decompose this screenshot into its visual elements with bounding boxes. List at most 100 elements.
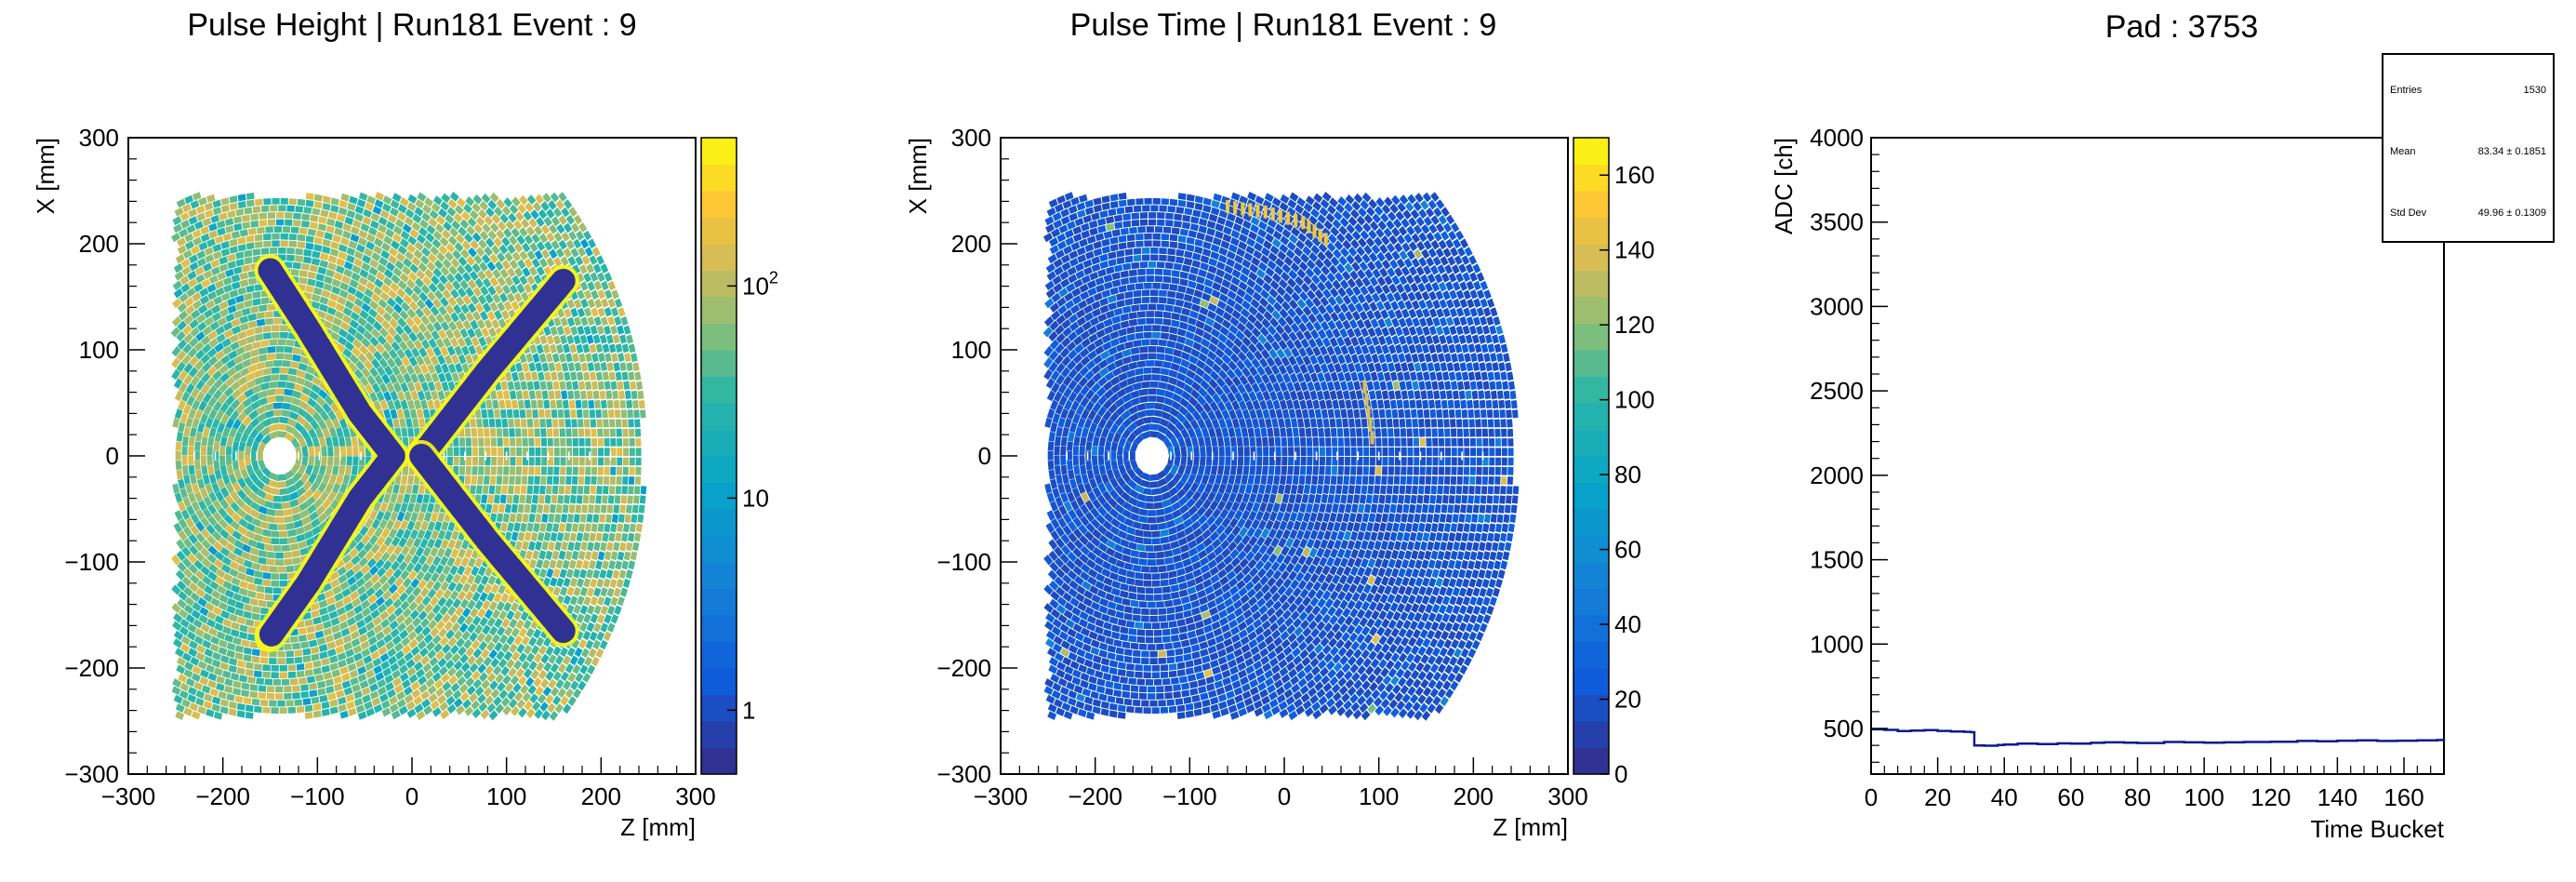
pad-cell [570,680,579,691]
pad-cell [524,700,533,711]
pad-cell [1111,322,1122,331]
pad-cell [528,447,535,456]
pad-cell [272,495,282,502]
pad-cell [1059,347,1070,358]
pad-cell [249,690,259,699]
pad-cell [440,346,449,357]
pad-cell [212,606,222,616]
pad-cell [367,343,378,354]
pad-cell [192,229,202,239]
pad-cell [617,438,623,447]
pad-cell [1095,572,1106,583]
pad-cell [471,262,482,274]
pad-cell [439,555,449,567]
pad-cell [304,712,313,719]
pad-cell [439,702,449,712]
pad-cell [513,485,521,495]
pad-cell [1205,446,1213,456]
pad-cell [206,664,216,674]
pad-cell [621,560,629,570]
pad-cell [546,208,555,220]
pad-cell [1275,456,1281,466]
pad-cell [432,298,443,309]
pad-cell [349,547,359,559]
pad-cell [1068,379,1078,391]
pad-cell [236,710,246,718]
pad-cell [271,573,280,581]
pad-cell [297,241,306,248]
pad-cell [335,645,345,655]
pad-cell [588,399,595,409]
pad-cell [269,566,277,573]
pad-cell [471,202,482,213]
pad-cell [471,566,480,577]
pad-cell [479,200,489,211]
pad-cell [244,249,253,258]
pad-cell [352,338,363,350]
pad-cell [621,343,630,354]
pad-cell [416,493,424,504]
pad-cell [628,476,635,485]
pad-cell [561,207,570,218]
pad-cell [1172,355,1182,365]
pad-cell [415,632,425,643]
pad-cell [1085,522,1095,534]
pad-cell [445,659,455,670]
pad-cell [1097,313,1108,323]
pad-cell [1162,499,1172,508]
pad-cell [184,194,193,205]
pad-cell [1060,533,1070,545]
pad-cell [1147,559,1156,566]
beam-hole [270,446,289,466]
pad-cell [175,569,186,581]
pad-cell [1192,528,1203,539]
pad-cell [353,652,364,662]
pad-cell [255,421,265,433]
pad-cell [412,617,422,628]
y-tick-label: 0 [106,442,119,470]
pad-cell [317,419,327,431]
pad-cell [1087,350,1097,361]
pad-cell [575,672,584,683]
pad-cell [566,647,576,658]
pad-cell [235,251,245,260]
pad-cell [1198,386,1208,398]
pad-cell [538,258,548,268]
pad-cell [347,286,357,296]
pad-cell [228,664,237,674]
pad-cell [513,381,522,391]
pad-cell [634,476,642,485]
pad-cell [1176,568,1186,577]
pad-cell [363,329,373,341]
pad-cell [348,623,358,634]
pad-cell [285,339,295,347]
pad-cell [385,640,395,651]
pad-cell [379,209,390,220]
pad-cell [1115,405,1126,416]
pad-cell [580,238,590,249]
pad-cell [1228,541,1238,553]
pad-cell [522,691,532,702]
pad-cell [472,310,482,322]
pad-cell [339,199,348,208]
pad-cell [1100,350,1110,360]
pad-cell [590,595,599,607]
pad-cell [285,565,295,573]
pad-cell [188,278,198,288]
pad-cell [239,229,248,237]
pad-cell [388,655,398,666]
pad-cell [1170,435,1179,448]
pad-cell [1136,317,1146,326]
pad-cell [469,582,479,594]
pad-cell [493,696,502,707]
pad-cell [496,229,505,240]
pad-cell [259,212,268,220]
pad-cell [499,268,509,279]
pad-cell [498,688,509,700]
pad-cell [1045,378,1056,389]
pad-cell [428,563,437,575]
pad-cell [509,466,516,475]
pad-cell [406,202,417,212]
pad-cell [311,696,320,704]
pad-cell [1077,483,1086,494]
